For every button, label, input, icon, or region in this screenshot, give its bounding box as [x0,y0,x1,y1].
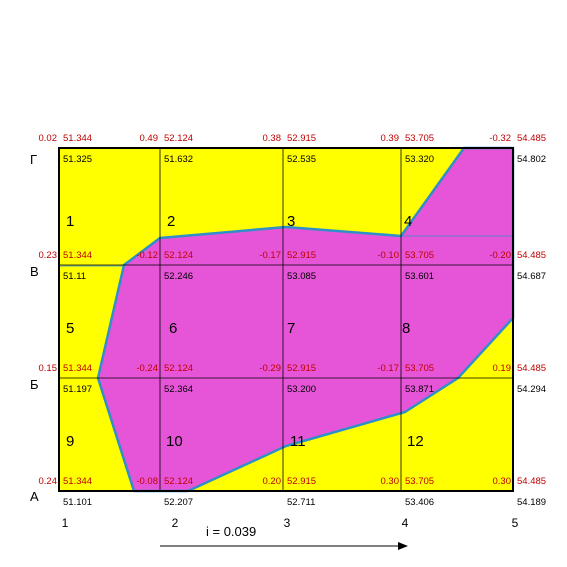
design-mark: 51.344 [63,363,92,374]
cell-number: 3 [287,213,295,230]
design-mark: 52.124 [164,476,193,487]
design-mark: 51.344 [63,250,92,261]
work-mark: 0.30 [493,476,512,487]
work-mark: 0.38 [263,133,282,144]
design-mark: 54.485 [517,250,546,261]
design-mark: 52.124 [164,363,193,374]
cell-number: 2 [167,213,175,230]
design-mark: 53.705 [405,250,434,261]
cell-number: 5 [66,320,74,337]
natural-mark: 54.189 [517,497,546,508]
design-mark: 53.705 [405,476,434,487]
work-mark: 0.39 [381,133,400,144]
cell-number: 4 [404,213,412,230]
design-mark: 54.485 [517,476,546,487]
design-mark: 53.705 [405,133,434,144]
column-label: 5 [512,516,519,530]
design-mark: 52.915 [287,476,316,487]
column-label: 2 [172,516,179,530]
design-mark: 51.344 [63,476,92,487]
column-label: 1 [62,516,69,530]
design-mark: 53.705 [405,363,434,374]
natural-mark: 53.085 [287,271,316,282]
work-mark: 0.23 [39,250,58,261]
work-mark: 0.24 [39,476,58,487]
natural-mark: 51.325 [63,154,92,165]
natural-mark: 53.601 [405,271,434,282]
work-mark: 0.15 [39,363,58,374]
design-mark: 54.485 [517,363,546,374]
natural-mark: 52.364 [164,384,193,395]
slope-arrow [160,542,408,550]
cell-number: 1 [66,213,74,230]
grid-lines [59,148,513,491]
natural-mark: 52.711 [287,497,315,508]
cell-number: 9 [66,433,74,450]
natural-mark: 51.197 [63,384,92,395]
natural-mark: 51.101 [63,497,92,508]
natural-mark: 54.294 [517,384,546,395]
work-mark: 0.19 [493,363,512,374]
design-mark: 52.915 [287,363,316,374]
work-mark: -0.17 [259,250,281,261]
work-mark: -0.17 [377,363,399,374]
work-mark: 0.49 [140,133,159,144]
cell-number: 6 [169,320,177,337]
row-label: Г [30,152,37,167]
cell-number: 11 [290,433,306,450]
cell-number: 7 [287,320,295,337]
design-mark: 52.124 [164,250,193,261]
natural-mark: 52.246 [164,271,193,282]
design-mark: 51.344 [63,133,92,144]
natural-mark: 53.871 [405,384,434,395]
natural-mark: 53.200 [287,384,316,395]
work-mark: -0.32 [489,133,511,144]
work-mark: -0.29 [259,363,281,374]
natural-mark: 51.11 [63,271,86,282]
natural-mark: 52.207 [164,497,193,508]
work-mark: -0.10 [377,250,399,261]
natural-mark: 54.687 [517,271,546,282]
grid-border [58,147,514,492]
cell-number: 10 [166,433,183,450]
natural-mark: 51.632 [164,154,193,165]
work-mark: 0.20 [263,476,282,487]
column-label: 3 [284,516,291,530]
row-label: Б [30,377,39,392]
design-mark: 52.915 [287,133,316,144]
work-mark: 0.02 [39,133,58,144]
design-mark: 52.124 [164,133,193,144]
work-mark: -0.08 [136,476,158,487]
natural-mark: 53.406 [405,497,434,508]
slope-label: i = 0.039 [206,524,256,539]
column-label: 4 [402,516,409,530]
cell-number: 12 [407,433,424,450]
natural-mark: 52.535 [287,154,316,165]
work-mark: -0.20 [489,250,511,261]
design-mark: 52.915 [287,250,316,261]
row-label: А [30,489,39,504]
natural-mark: 53.320 [405,154,434,165]
work-mark: -0.24 [136,363,158,374]
labels: 0.02 51.344 51.325 0.49 52.124 51.632 0.38 52.9… [30,133,546,530]
work-mark: 0.30 [381,476,400,487]
cell-number: 8 [402,320,410,337]
work-mark: -0.12 [136,250,158,261]
natural-mark: 54.802 [517,154,546,165]
row-label: В [30,264,39,279]
design-mark: 54.485 [517,133,546,144]
